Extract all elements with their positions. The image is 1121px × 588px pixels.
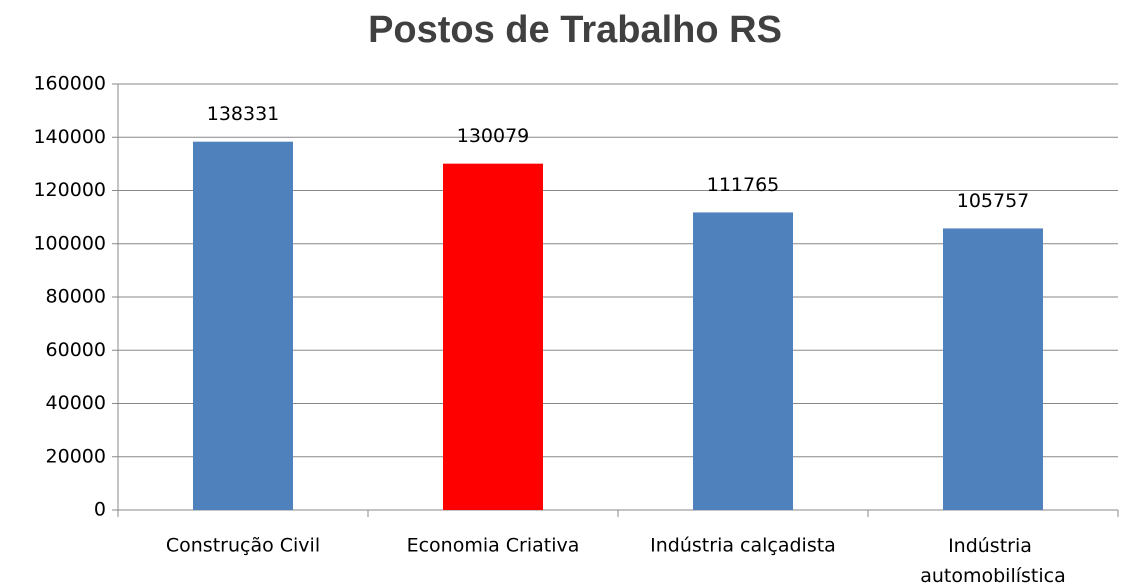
y-tick-label: 160000: [33, 73, 106, 95]
bar: [693, 212, 793, 510]
y-tick-label: 120000: [33, 179, 106, 201]
x-tick-label: Economia Criativa: [407, 535, 580, 557]
bar: [193, 141, 293, 510]
y-tick-label: 100000: [33, 232, 106, 254]
y-tick-label: 20000: [46, 445, 106, 467]
data-label: 130079: [457, 125, 530, 147]
y-tick-label: 60000: [46, 339, 106, 361]
y-tick-label: 140000: [33, 126, 106, 148]
x-tick-label: Construção Civil: [166, 535, 320, 557]
chart-title: Postos de Trabalho RS: [368, 9, 782, 51]
data-label: 111765: [707, 174, 780, 196]
data-label: 105757: [957, 190, 1030, 212]
bar: [943, 228, 1043, 510]
x-tick-label: Indústria calçadista: [650, 535, 836, 557]
bar: [443, 163, 543, 510]
x-tick-label: Indústria automobilística: [920, 535, 1066, 587]
data-label: 138331: [207, 103, 280, 125]
y-tick-label: 40000: [46, 392, 106, 414]
y-tick-label: 80000: [46, 286, 106, 308]
y-tick-label: 0: [94, 499, 106, 521]
